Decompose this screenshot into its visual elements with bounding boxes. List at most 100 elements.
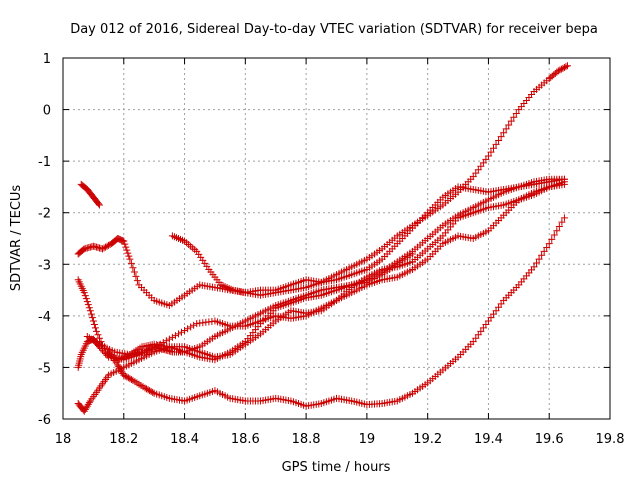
data-point bbox=[94, 331, 102, 339]
y-tick-label: -5 bbox=[38, 361, 51, 376]
y-tick-label: -1 bbox=[38, 155, 51, 170]
data-point bbox=[127, 375, 135, 383]
x-tick-label: 18.4 bbox=[170, 432, 199, 447]
data-point bbox=[123, 246, 131, 254]
data-point bbox=[550, 231, 558, 239]
series-track-c bbox=[168, 62, 571, 299]
series-track-f bbox=[74, 178, 568, 415]
grid-lines bbox=[63, 58, 610, 419]
series-track-h bbox=[74, 250, 416, 371]
data-point bbox=[95, 201, 103, 209]
data-point bbox=[502, 125, 510, 133]
data-point bbox=[103, 351, 111, 359]
data-point bbox=[554, 67, 562, 75]
data-point bbox=[130, 268, 138, 276]
data-point bbox=[124, 249, 132, 257]
y-tick-label: -3 bbox=[38, 258, 51, 273]
data-point bbox=[159, 339, 167, 347]
data-point bbox=[85, 304, 93, 312]
data-point bbox=[490, 144, 498, 152]
series-track-a bbox=[77, 180, 103, 209]
x-tick-label: 18.2 bbox=[109, 432, 138, 447]
data-point bbox=[545, 240, 553, 248]
data-point bbox=[81, 292, 89, 300]
data-point bbox=[558, 218, 566, 226]
data-point bbox=[92, 327, 100, 335]
data-point bbox=[124, 374, 132, 382]
x-tick-label: 18 bbox=[55, 432, 72, 447]
series-track-e bbox=[83, 180, 568, 359]
data-point bbox=[507, 117, 515, 125]
data-point bbox=[125, 252, 133, 260]
data-point bbox=[165, 335, 173, 343]
x-tick-label: 19 bbox=[359, 432, 376, 447]
data-point bbox=[559, 64, 567, 72]
data-point bbox=[162, 337, 170, 345]
data-point bbox=[102, 350, 110, 358]
plot-frame bbox=[62, 57, 611, 420]
y-axis-label: SDTVAR / TECUs bbox=[9, 185, 24, 292]
data-point bbox=[127, 259, 135, 267]
data-point bbox=[99, 245, 107, 253]
y-tick-label: -6 bbox=[38, 413, 51, 428]
data-point bbox=[548, 235, 556, 243]
data-point bbox=[500, 129, 508, 137]
data-point bbox=[553, 227, 561, 235]
y-tick-label: 0 bbox=[43, 104, 51, 119]
data-point bbox=[82, 295, 90, 303]
x-tick-label: 18.6 bbox=[231, 432, 260, 447]
x-tick-label: 18.8 bbox=[292, 432, 321, 447]
data-point bbox=[171, 332, 179, 340]
data-point bbox=[505, 121, 513, 129]
data-point bbox=[100, 348, 108, 356]
data-point bbox=[88, 314, 96, 322]
data-point bbox=[560, 178, 568, 186]
data-point bbox=[530, 263, 538, 271]
chart-title: Day 012 of 2016, Sidereal Day-to-day VTE… bbox=[70, 22, 598, 37]
data-point bbox=[89, 317, 97, 325]
data-point bbox=[90, 320, 98, 328]
data-point bbox=[91, 324, 99, 332]
data-point bbox=[147, 387, 155, 395]
data-point bbox=[120, 371, 128, 379]
series-track-b bbox=[74, 175, 568, 310]
data-point bbox=[80, 289, 88, 297]
data-point bbox=[95, 343, 103, 351]
data-point bbox=[102, 243, 110, 251]
data-point bbox=[126, 255, 134, 263]
data-point bbox=[538, 251, 546, 259]
x-tick-label: 19.4 bbox=[474, 432, 503, 447]
data-point bbox=[105, 241, 113, 249]
data-point bbox=[533, 259, 541, 267]
data-point bbox=[543, 244, 551, 252]
data-point bbox=[133, 277, 141, 285]
data-point bbox=[141, 384, 149, 392]
data-point bbox=[178, 328, 186, 336]
data-point bbox=[563, 62, 571, 70]
data-point bbox=[497, 133, 505, 141]
data-point bbox=[510, 113, 518, 121]
data-point bbox=[487, 148, 495, 156]
data-point bbox=[132, 272, 140, 280]
data-point bbox=[99, 346, 107, 354]
data-point bbox=[83, 298, 91, 306]
data-point bbox=[408, 250, 416, 258]
data-point bbox=[87, 310, 95, 318]
x-axis-label: GPS time / hours bbox=[282, 460, 391, 475]
y-tick-label: -2 bbox=[38, 207, 51, 222]
data-point bbox=[190, 321, 198, 329]
x-tick-label: 19.6 bbox=[535, 432, 564, 447]
data-points bbox=[74, 62, 571, 415]
data-point bbox=[540, 247, 548, 255]
data-point bbox=[184, 325, 192, 333]
data-point bbox=[168, 333, 176, 341]
x-tick-label: 19.8 bbox=[596, 432, 625, 447]
data-point bbox=[149, 388, 157, 396]
y-tick-label: -4 bbox=[38, 310, 51, 325]
data-point bbox=[129, 264, 137, 272]
data-point bbox=[100, 244, 108, 252]
data-point bbox=[181, 326, 189, 334]
data-point bbox=[146, 387, 154, 395]
data-point bbox=[535, 255, 543, 263]
